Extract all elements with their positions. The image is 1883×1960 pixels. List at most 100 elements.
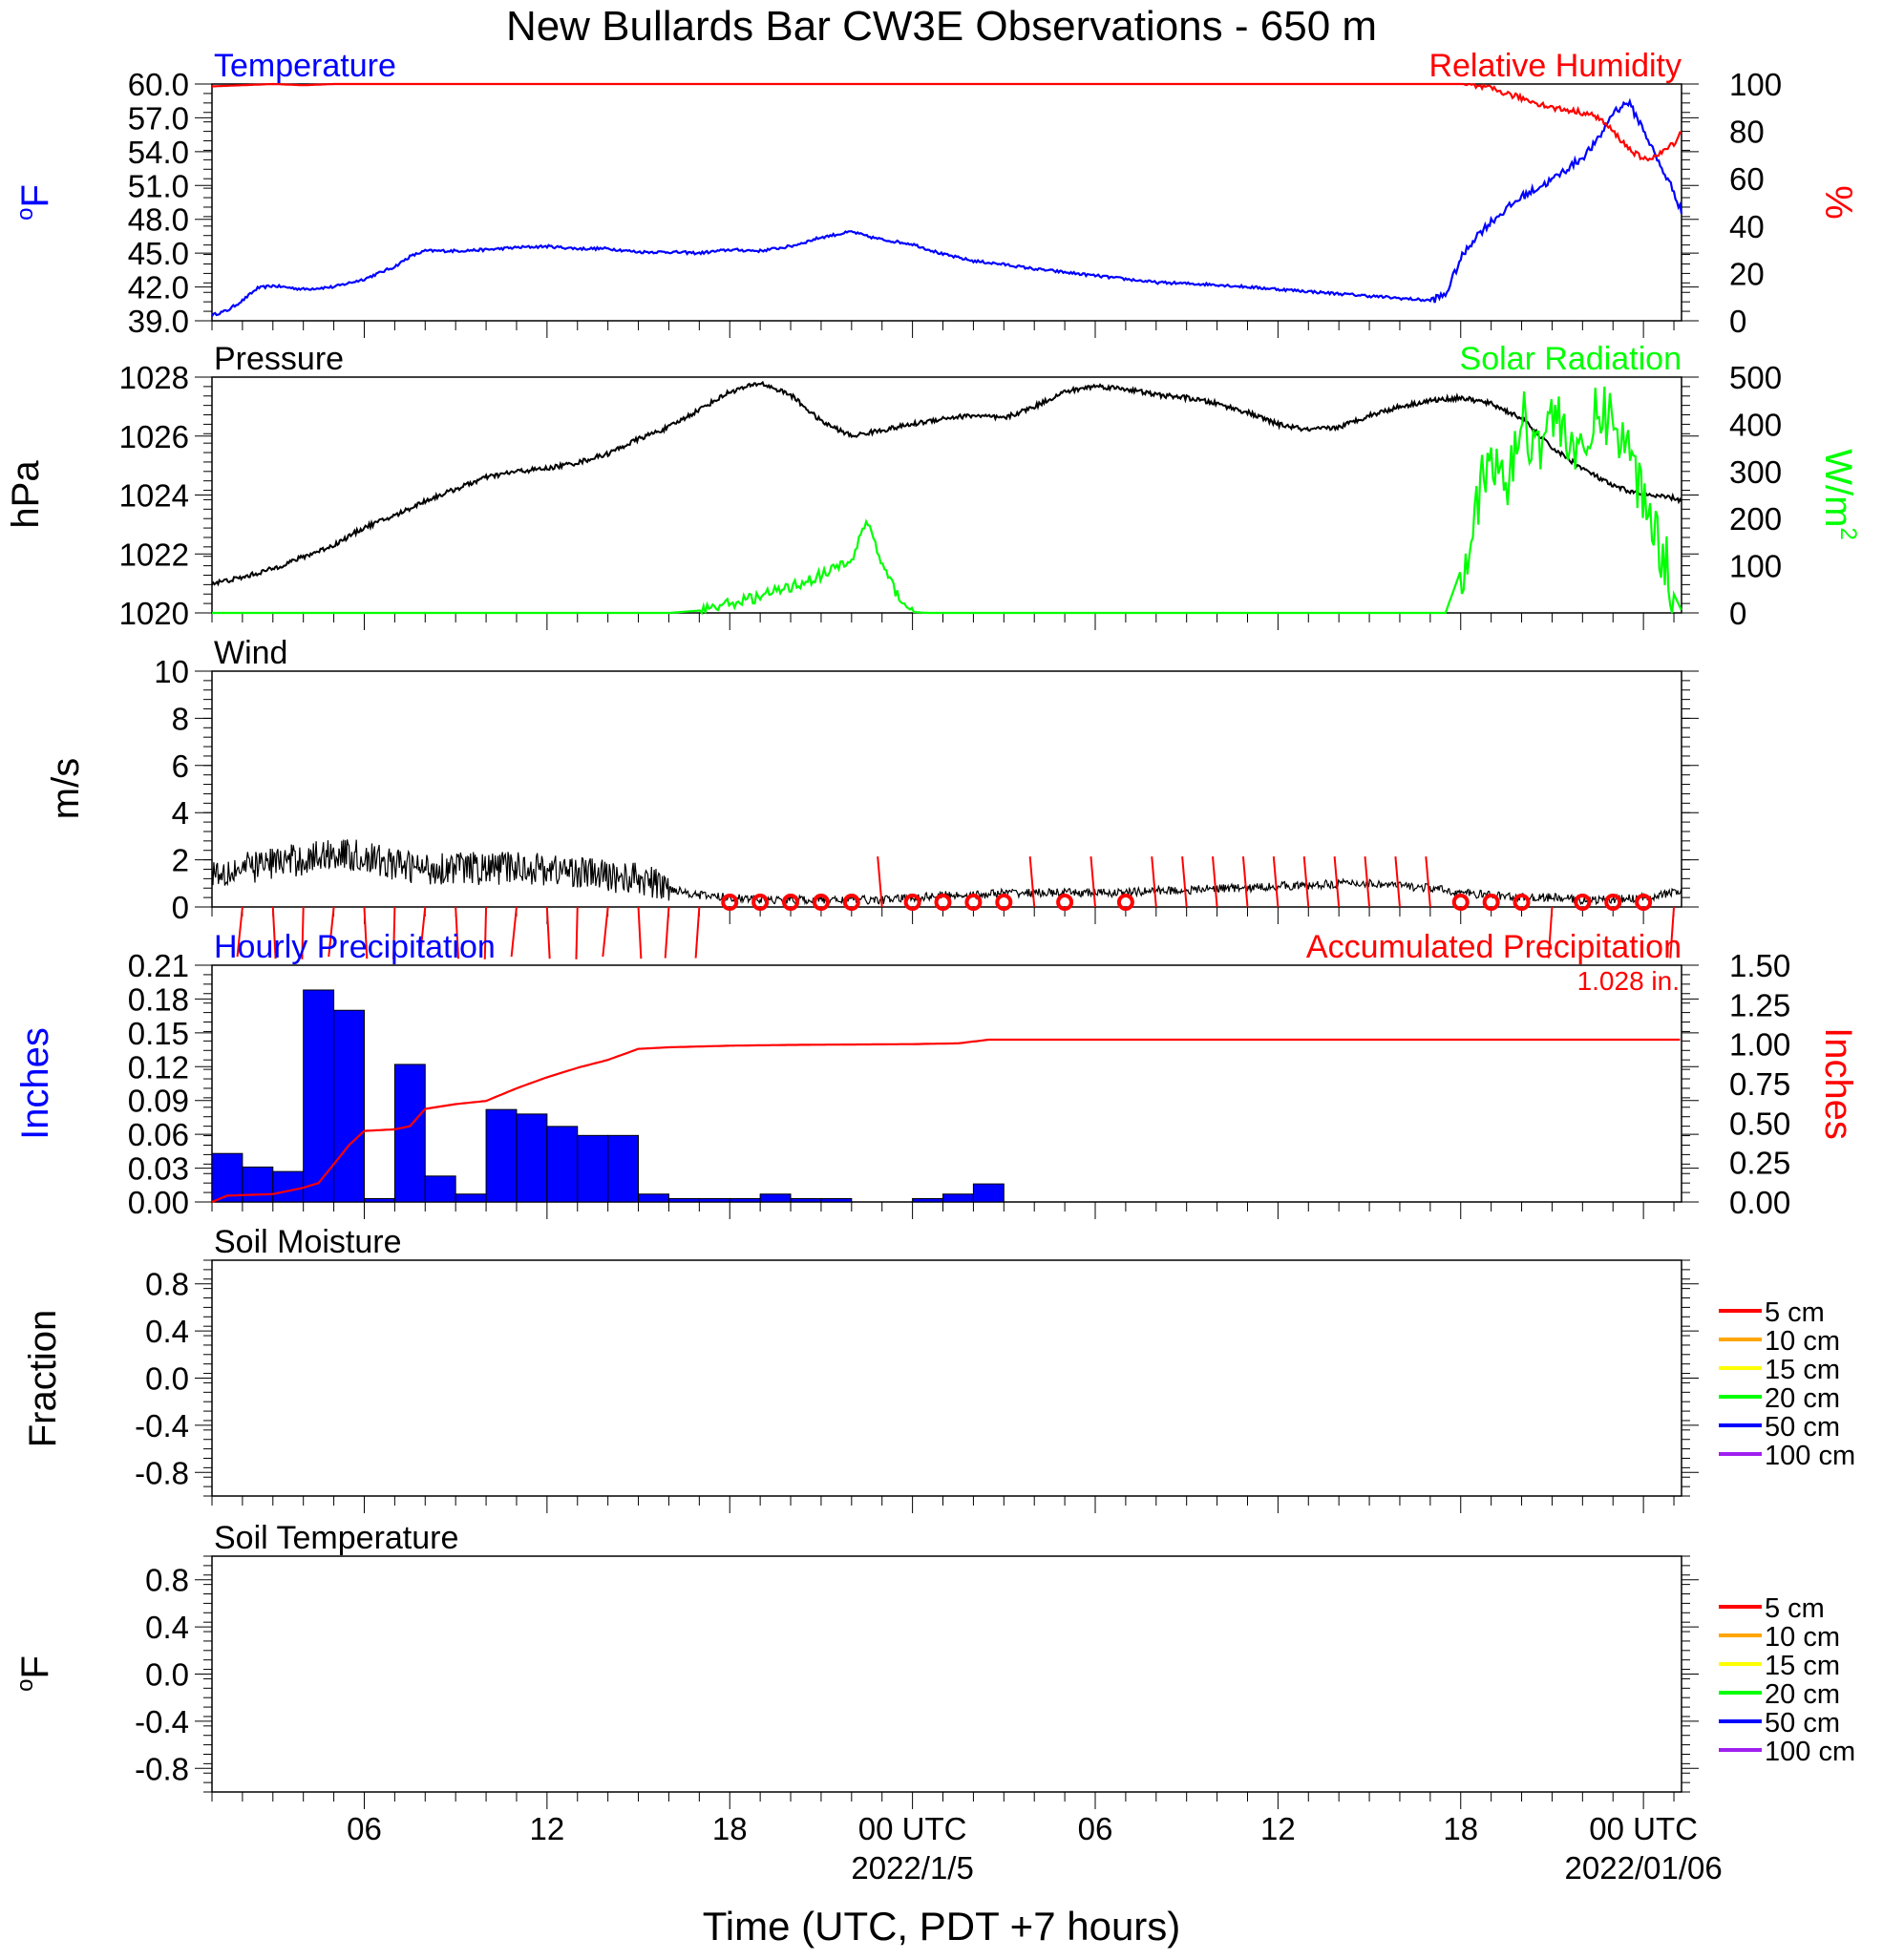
x-tick-label: 06: [1078, 1811, 1113, 1846]
legend-label: 100 cm: [1765, 1737, 1855, 1767]
precip-bar: [577, 1134, 609, 1203]
wind-barb: [664, 906, 670, 959]
right-y-tick-label: 300: [1729, 454, 1782, 490]
right-y-tick-label: 0.25: [1729, 1146, 1790, 1181]
legend-label: 5 cm: [1765, 1297, 1825, 1328]
wind-calm-marker: [1604, 894, 1622, 911]
panel-frame-soil_temperature: [211, 1555, 1682, 1793]
right-y-tick-label: 0.75: [1729, 1066, 1790, 1102]
y-tick-label: 39.0: [128, 304, 189, 339]
unit-wm2-label: W/m2: [1817, 449, 1861, 540]
legend-label: 20 cm: [1765, 1383, 1840, 1414]
y-tick-label: 1024: [119, 478, 189, 514]
precip-bar: [607, 1134, 640, 1203]
unit-soil-temperature: oF: [12, 1655, 56, 1692]
wind-calm-marker: [1056, 894, 1074, 911]
legend-label: 20 cm: [1765, 1679, 1840, 1710]
solar-radiation-line: [212, 386, 1682, 616]
y-tick-label: 0.4: [145, 1610, 189, 1645]
wind-barb: [1394, 856, 1401, 908]
wind-barb: [1028, 856, 1036, 908]
x-tick-label: 00 UTC: [1589, 1811, 1698, 1846]
wind-barb: [301, 906, 305, 959]
unit-hourly-precip: Inches: [14, 1027, 56, 1140]
y-tick-label: 1026: [119, 419, 189, 454]
wind-barb: [1669, 906, 1676, 959]
wind-calm-marker: [751, 894, 770, 911]
y-tick-label: 0.09: [128, 1084, 189, 1119]
y-tick-label: 42.0: [128, 270, 189, 306]
legend-label: 15 cm: [1765, 1651, 1840, 1681]
y-tick-label: 0.8: [145, 1563, 189, 1598]
precip-bar: [790, 1197, 822, 1203]
wind-barb: [1272, 856, 1280, 908]
x-tick-label: 06: [347, 1811, 382, 1846]
wind-calm-marker: [1482, 894, 1500, 911]
wind-barb: [363, 906, 369, 959]
wind-barb: [1425, 856, 1431, 908]
x-tick-label: 18: [1443, 1811, 1478, 1846]
y-tick-label: 0.00: [128, 1185, 189, 1220]
precip-bar: [211, 1152, 243, 1203]
panel-frame-soil_moisture: [211, 1259, 1682, 1497]
chart-title: New Bullards Bar CW3E Observations - 650…: [506, 3, 1377, 50]
precip-total-label: 1.028 in.: [1577, 966, 1680, 996]
precip-bar: [363, 1197, 395, 1203]
right-y-tick-label: 40: [1729, 209, 1765, 244]
panel-title-soil_temperature: Soil Temperature: [214, 1520, 458, 1556]
precip-bar: [303, 989, 335, 1203]
text-layer: 39.042.045.048.051.054.057.060.002040608…: [5, 3, 1861, 1949]
unit-degF-label: oF: [12, 1655, 56, 1692]
wind-barb: [510, 906, 518, 958]
y-tick-label: 0.4: [145, 1314, 189, 1349]
panel-title-precip: Hourly Precipitation: [214, 929, 496, 965]
unit-label: %: [1817, 185, 1859, 220]
y-tick-label: 0.8: [145, 1267, 189, 1302]
right-y-tick-label: 20: [1729, 256, 1765, 291]
y-tick-label: 1022: [119, 537, 189, 572]
y-tick-label: -0.4: [135, 1704, 189, 1739]
precip-bar: [393, 1064, 426, 1203]
wind-barb: [455, 906, 459, 959]
panel-right-title-precip: Accumulated Precipitation: [1306, 929, 1682, 965]
precip-bar: [972, 1183, 1005, 1203]
y-tick-label: 0.12: [128, 1049, 189, 1085]
wind-calm-marker: [721, 894, 739, 911]
panel-right-title-pressure: Solar Radiation: [1460, 341, 1682, 377]
wind-calm-marker: [934, 894, 952, 911]
legend-label: 100 cm: [1765, 1441, 1855, 1471]
y-tick-label: 60.0: [128, 67, 189, 102]
wind-barb: [1090, 856, 1096, 908]
unit-accum-precip: Inches: [1817, 1027, 1859, 1140]
right-y-tick-label: 1.50: [1729, 948, 1790, 983]
x-tick-label: 00 UTC: [858, 1811, 967, 1846]
wind-barb: [694, 906, 701, 959]
y-tick-label: 0.06: [128, 1117, 189, 1152]
unit-label: Fraction: [22, 1310, 64, 1448]
y-tick-label: 57.0: [128, 100, 189, 136]
y-tick-label: 8: [172, 701, 189, 736]
unit-solar: W/m2: [1817, 449, 1861, 540]
y-tick-label: 0.15: [128, 1016, 189, 1051]
wind-calm-marker: [995, 894, 1013, 911]
y-tick-label: 2: [172, 843, 189, 878]
legend-label: 10 cm: [1765, 1622, 1840, 1653]
unit-label: Inches: [1817, 1027, 1859, 1140]
y-tick-label: 0.0: [145, 1361, 189, 1397]
right-y-tick-label: 400: [1729, 407, 1782, 442]
y-tick-label: -0.8: [135, 1455, 189, 1490]
precip-bar: [272, 1170, 305, 1203]
wind-barb: [1547, 906, 1554, 959]
wind-barb: [236, 906, 243, 958]
wind-barb: [1302, 856, 1310, 908]
legend-label: 15 cm: [1765, 1355, 1840, 1385]
precip-bar: [667, 1197, 700, 1203]
accumulated-precip-line: [211, 1038, 1681, 1204]
legend-label: 5 cm: [1765, 1593, 1825, 1624]
x-axis-label: Time (UTC, PDT +7 hours): [703, 1904, 1181, 1949]
unit-temperature: oF: [12, 184, 56, 221]
wind-calm-marker: [1513, 894, 1531, 911]
right-y-tick-label: 100: [1729, 67, 1782, 102]
y-tick-label: 54.0: [128, 135, 189, 170]
wind-calm-marker: [1116, 894, 1134, 911]
